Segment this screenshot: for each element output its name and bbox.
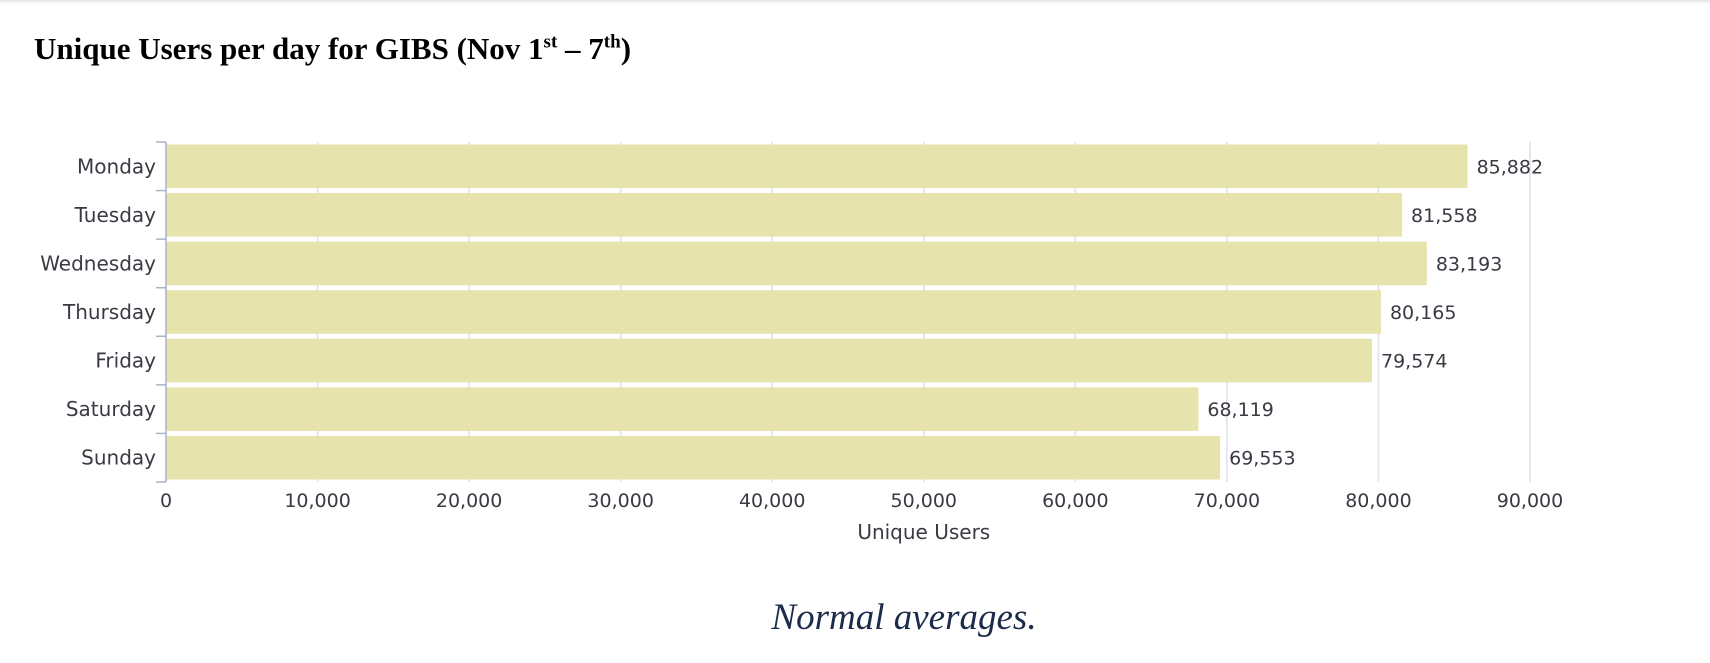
bar-sunday xyxy=(166,435,1221,480)
bar-friday xyxy=(166,338,1372,383)
title-superscript-th: th xyxy=(603,31,621,53)
value-label: 68,119 xyxy=(1207,399,1273,421)
category-label: Wednesday xyxy=(40,251,156,275)
chart-title: Unique Users per day for GIBS (Nov 1st –… xyxy=(34,30,631,67)
value-label: 81,558 xyxy=(1411,205,1477,227)
bar-saturday xyxy=(166,387,1199,431)
value-label: 80,165 xyxy=(1390,302,1456,324)
bar-thursday xyxy=(166,290,1381,334)
x-tick-label: 20,000 xyxy=(436,490,502,512)
category-label: Saturday xyxy=(66,397,156,421)
bar-monday xyxy=(166,144,1468,189)
value-label: 79,574 xyxy=(1381,351,1447,373)
x-tick-label: 60,000 xyxy=(1042,490,1108,512)
caption: Normal averages. xyxy=(771,597,1037,638)
category-label: Thursday xyxy=(62,300,156,324)
category-label: Tuesday xyxy=(74,203,157,227)
top-rule xyxy=(0,0,1710,4)
bar-tuesday xyxy=(166,193,1403,237)
x-tick-label: 70,000 xyxy=(1194,490,1260,512)
value-label: 83,193 xyxy=(1436,253,1502,275)
x-tick-label: 90,000 xyxy=(1497,490,1563,512)
category-label: Monday xyxy=(77,154,156,178)
title-superscript-st: st xyxy=(543,31,558,53)
x-tick-label: 40,000 xyxy=(739,490,805,512)
x-tick-label: 50,000 xyxy=(891,490,957,512)
title-middle: – 7 xyxy=(557,31,604,66)
value-label: 69,553 xyxy=(1229,448,1295,470)
bar-wednesday xyxy=(166,241,1427,286)
category-label: Friday xyxy=(95,349,156,373)
value-label: 85,882 xyxy=(1477,156,1543,178)
x-tick-label: 0 xyxy=(160,490,172,512)
x-tick-label: 30,000 xyxy=(587,490,653,512)
x-tick-label: 80,000 xyxy=(1345,490,1411,512)
title-end: ) xyxy=(620,31,632,66)
x-axis-title: Unique Users xyxy=(857,520,990,544)
category-label: Sunday xyxy=(81,446,156,470)
title-text: Unique Users per day for GIBS (Nov 1 xyxy=(34,31,544,66)
x-tick-label: 10,000 xyxy=(284,490,350,512)
